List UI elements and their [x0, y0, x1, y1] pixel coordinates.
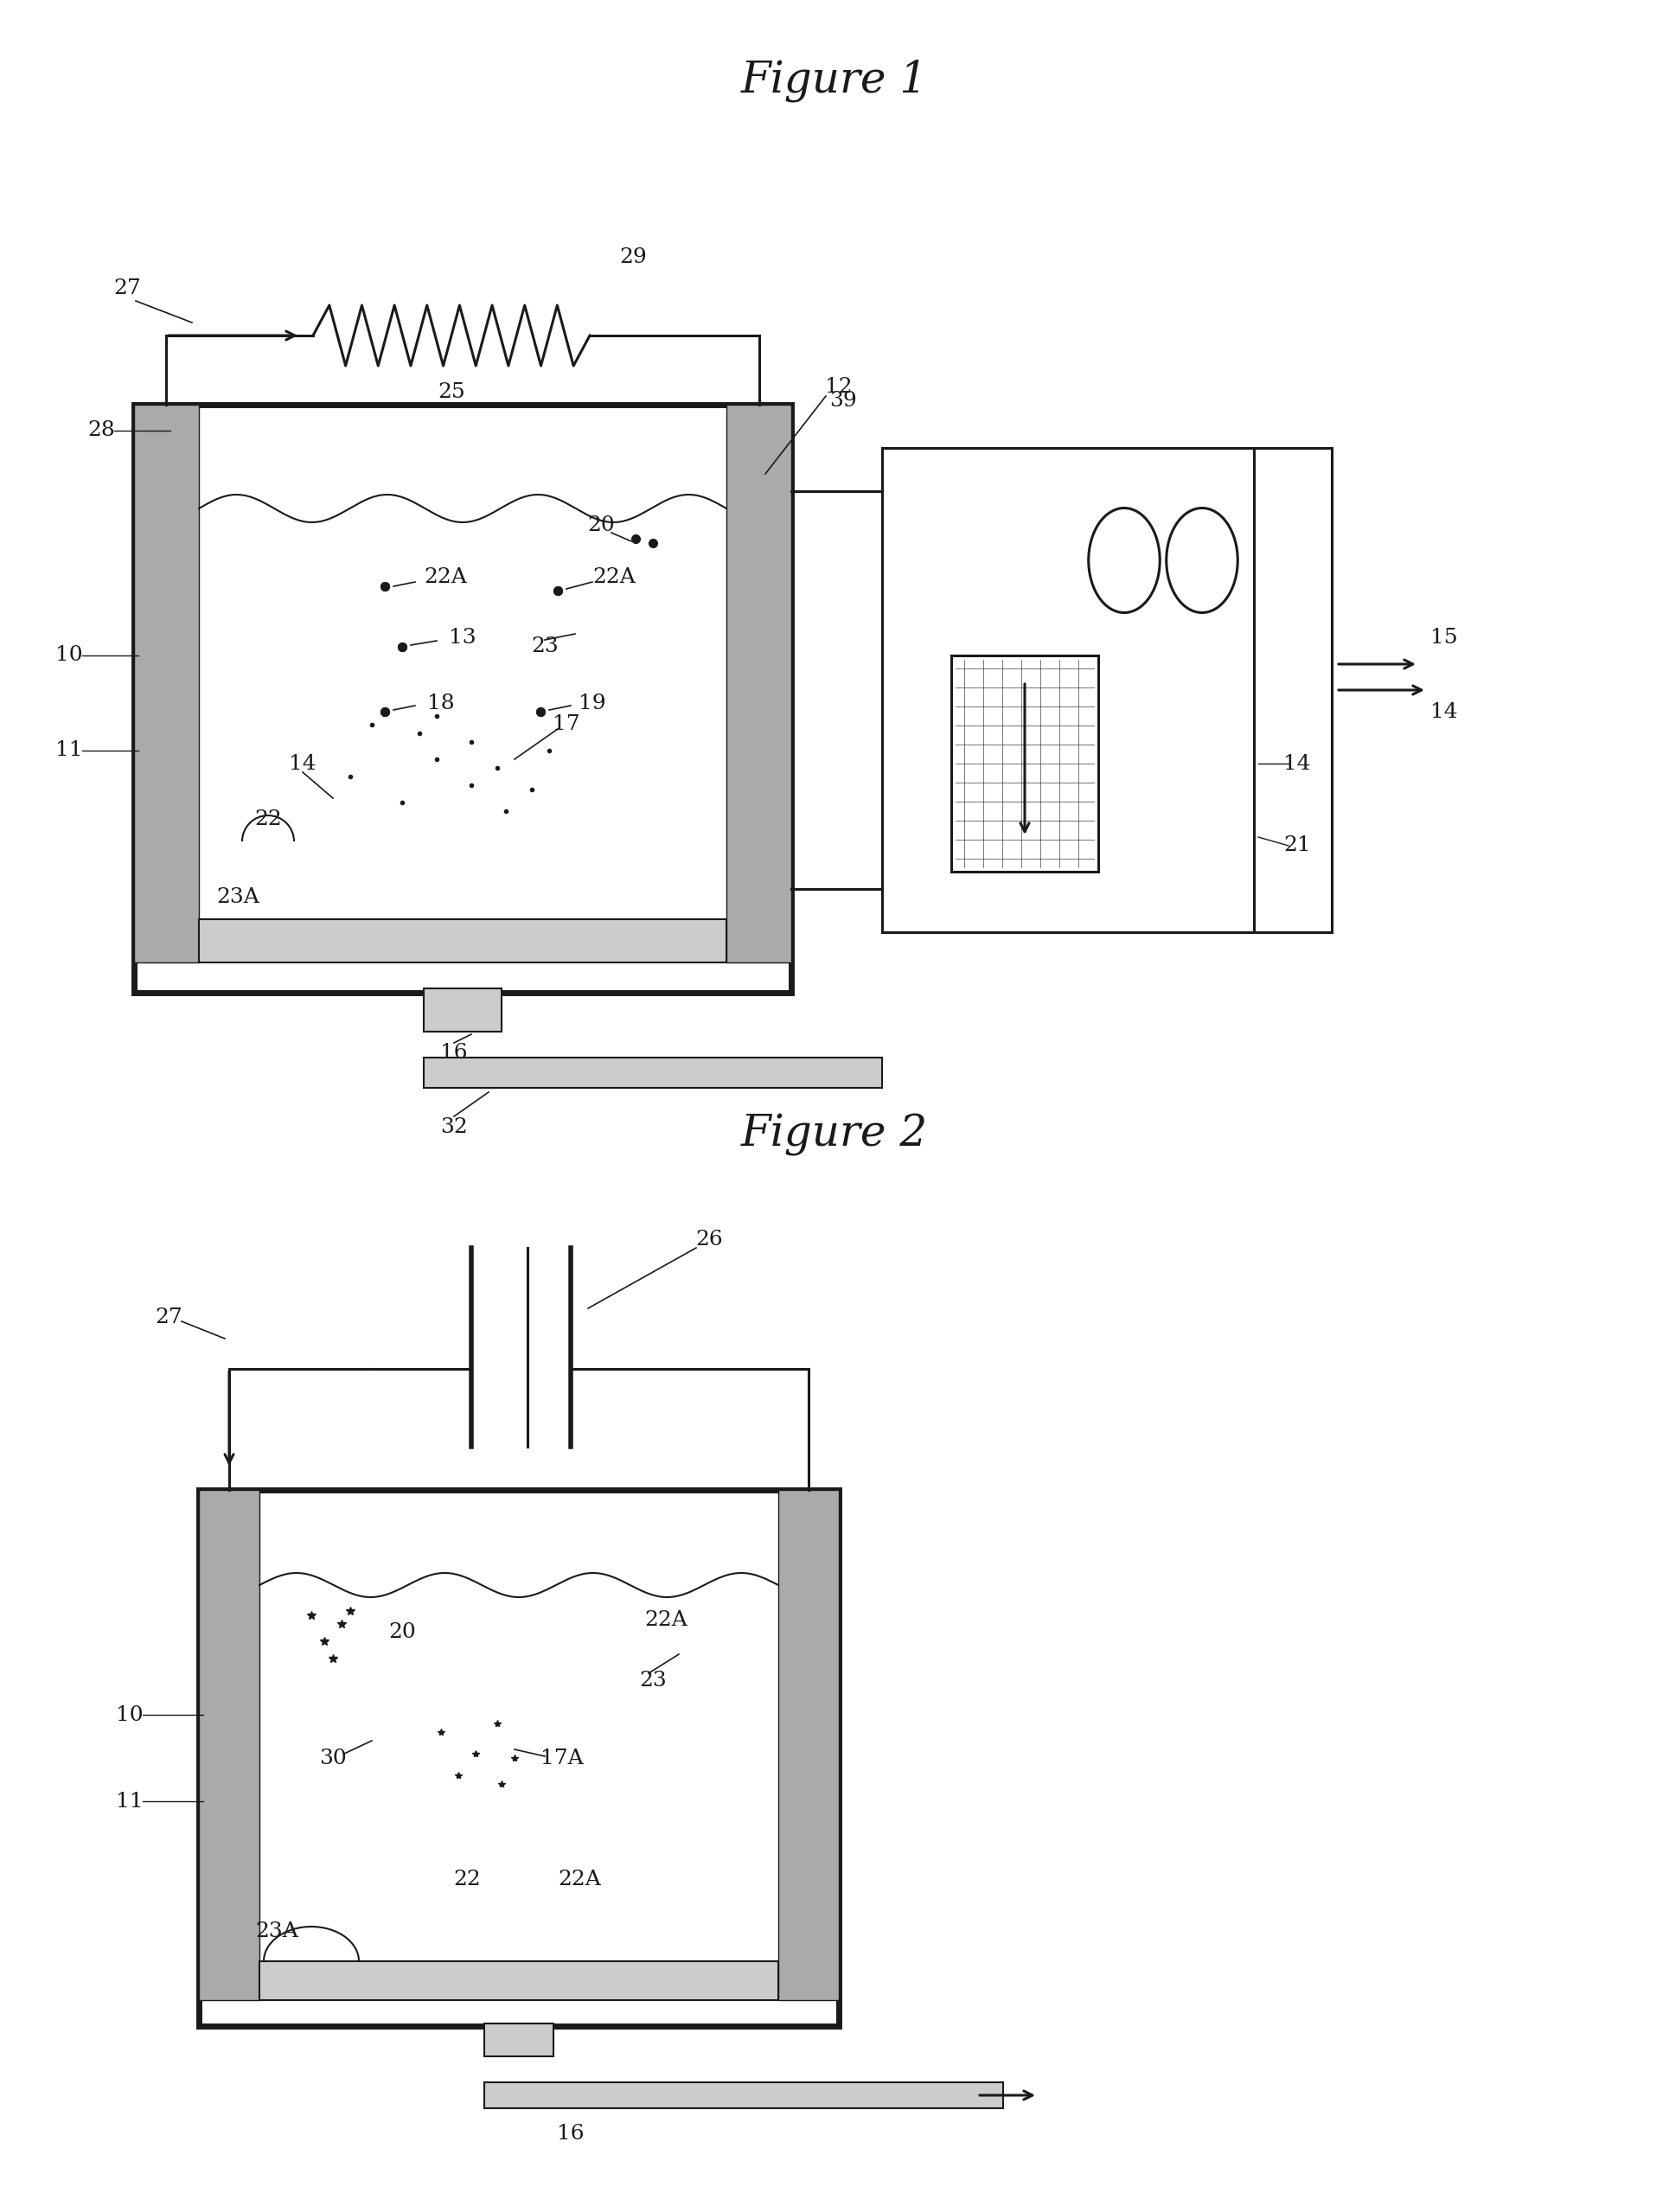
Text: 23A: 23A [217, 887, 259, 907]
Text: 22A: 22A [644, 1610, 688, 1630]
Text: 25: 25 [437, 383, 466, 403]
Text: 15: 15 [1430, 628, 1457, 648]
Text: 29: 29 [619, 248, 646, 268]
Text: 22A: 22A [424, 568, 467, 588]
Bar [778, 1491, 840, 2000]
Text: 39: 39 [829, 392, 856, 409]
Text: 17A: 17A [541, 1747, 584, 1767]
Text: 13: 13 [449, 628, 476, 648]
Text: 22: 22 [454, 1869, 481, 1889]
Text: 30: 30 [319, 1747, 347, 1767]
Text: 10: 10 [117, 1705, 144, 1725]
Text: 22: 22 [254, 810, 282, 830]
Bar [951, 655, 1098, 872]
Text: 16: 16 [441, 1044, 467, 1064]
Text: 19: 19 [579, 692, 606, 712]
Bar [134, 405, 199, 962]
Text: 18: 18 [427, 692, 454, 712]
Ellipse shape [1167, 509, 1238, 613]
Text: 14: 14 [289, 754, 317, 774]
Text: Figure 1: Figure 1 [741, 60, 928, 102]
Bar [484, 2024, 554, 2057]
Bar [199, 920, 726, 962]
Text: 11: 11 [117, 1792, 144, 1812]
Text: 27: 27 [113, 279, 140, 299]
Text: 11: 11 [55, 741, 83, 761]
Bar [424, 989, 502, 1031]
Bar [726, 405, 791, 962]
Text: 16: 16 [557, 2124, 584, 2143]
Text: 23: 23 [531, 637, 559, 657]
Text: 14: 14 [1430, 701, 1457, 721]
Text: 26: 26 [696, 1230, 723, 1250]
Bar [484, 2081, 1003, 2108]
Text: 10: 10 [55, 646, 83, 666]
Text: 12: 12 [824, 378, 853, 398]
Bar [199, 1491, 259, 2000]
Text: Figure 2: Figure 2 [741, 1115, 928, 1157]
Text: 23: 23 [639, 1670, 666, 1690]
Bar [259, 1962, 778, 2000]
Text: 20: 20 [587, 515, 614, 535]
Bar [199, 1491, 840, 2026]
Text: 21: 21 [1283, 836, 1310, 856]
Text: 17: 17 [552, 714, 581, 734]
Text: 28: 28 [87, 420, 115, 440]
Bar [881, 449, 1253, 931]
Bar [424, 1057, 881, 1088]
Text: 22A: 22A [592, 568, 636, 588]
Text: 14: 14 [1283, 754, 1310, 774]
Text: 20: 20 [389, 1624, 416, 1644]
Ellipse shape [1088, 509, 1160, 613]
Text: 32: 32 [441, 1117, 467, 1137]
Text: 27: 27 [155, 1307, 182, 1327]
Text: 23A: 23A [255, 1920, 299, 1940]
Bar [134, 405, 791, 993]
Text: 22A: 22A [557, 1869, 601, 1889]
